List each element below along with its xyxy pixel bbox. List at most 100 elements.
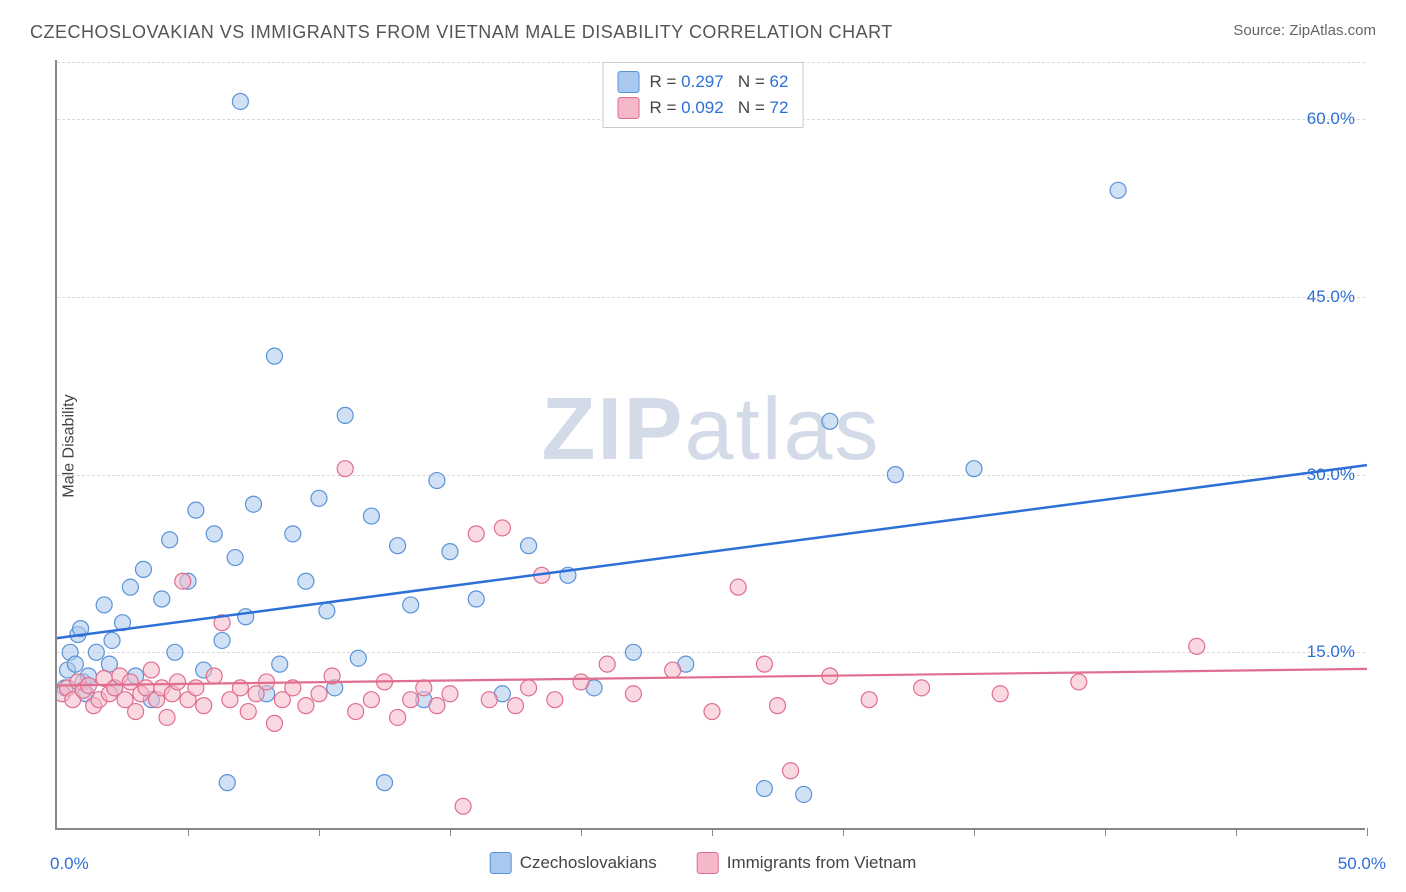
data-point xyxy=(822,413,838,429)
chart-title: CZECHOSLOVAKIAN VS IMMIGRANTS FROM VIETN… xyxy=(30,22,893,43)
data-point xyxy=(246,496,262,512)
data-point xyxy=(508,698,524,714)
data-point xyxy=(143,662,159,678)
data-point xyxy=(175,573,191,589)
x-axis-max-label: 50.0% xyxy=(1338,854,1386,874)
data-point xyxy=(429,698,445,714)
data-point xyxy=(238,609,254,625)
data-point xyxy=(390,538,406,554)
data-point xyxy=(861,692,877,708)
data-point xyxy=(573,674,589,690)
data-point xyxy=(416,680,432,696)
data-point xyxy=(96,597,112,613)
trend-line xyxy=(57,669,1367,686)
data-point xyxy=(547,692,563,708)
data-point xyxy=(521,538,537,554)
data-point xyxy=(135,561,151,577)
data-point xyxy=(966,461,982,477)
data-point xyxy=(730,579,746,595)
data-point xyxy=(206,526,222,542)
x-axis-origin-label: 0.0% xyxy=(50,854,89,874)
data-point xyxy=(266,348,282,364)
data-point xyxy=(285,526,301,542)
source-attribution: Source: ZipAtlas.com xyxy=(1233,22,1376,39)
data-point xyxy=(337,461,353,477)
data-point xyxy=(363,692,379,708)
data-point xyxy=(1189,638,1205,654)
data-point xyxy=(796,786,812,802)
data-point xyxy=(348,704,364,720)
legend-label-vietnam: Immigrants from Vietnam xyxy=(727,853,917,873)
data-point xyxy=(494,520,510,536)
data-point xyxy=(390,709,406,725)
data-point xyxy=(442,686,458,702)
data-point xyxy=(377,775,393,791)
data-point xyxy=(442,544,458,560)
swatch-vietnam xyxy=(697,852,719,874)
bottom-legend: Czechoslovakians Immigrants from Vietnam xyxy=(490,852,917,874)
data-point xyxy=(122,579,138,595)
data-point xyxy=(468,526,484,542)
data-point xyxy=(272,656,288,672)
data-point xyxy=(227,550,243,566)
data-point xyxy=(481,692,497,708)
data-point xyxy=(914,680,930,696)
data-point xyxy=(468,591,484,607)
trend-line xyxy=(57,465,1367,638)
data-point xyxy=(162,532,178,548)
data-point xyxy=(1110,182,1126,198)
data-point xyxy=(188,502,204,518)
data-point xyxy=(159,709,175,725)
data-point xyxy=(266,715,282,731)
data-point xyxy=(403,597,419,613)
data-point xyxy=(298,573,314,589)
stats-swatch xyxy=(618,71,640,93)
data-point xyxy=(599,656,615,672)
data-point xyxy=(311,686,327,702)
data-point xyxy=(665,662,681,678)
data-point xyxy=(770,698,786,714)
source-link[interactable]: ZipAtlas.com xyxy=(1289,22,1376,39)
data-point xyxy=(196,698,212,714)
stats-text: R = 0.092 N = 72 xyxy=(650,98,789,118)
data-point xyxy=(625,686,641,702)
data-point xyxy=(403,692,419,708)
data-point xyxy=(319,603,335,619)
data-point xyxy=(350,650,366,666)
data-point xyxy=(170,674,186,690)
data-point xyxy=(154,591,170,607)
data-point xyxy=(67,656,83,672)
data-point xyxy=(337,407,353,423)
data-point xyxy=(298,698,314,714)
legend-item-vietnam: Immigrants from Vietnam xyxy=(697,852,917,874)
data-point xyxy=(455,798,471,814)
data-point xyxy=(429,473,445,489)
data-point xyxy=(214,632,230,648)
stats-swatch xyxy=(618,97,640,119)
legend-label-czechoslovakians: Czechoslovakians xyxy=(520,853,657,873)
data-point xyxy=(783,763,799,779)
swatch-czechoslovakians xyxy=(490,852,512,874)
data-point xyxy=(756,656,772,672)
data-point xyxy=(1071,674,1087,690)
data-point xyxy=(363,508,379,524)
data-point xyxy=(232,93,248,109)
data-point xyxy=(188,680,204,696)
data-point xyxy=(128,704,144,720)
stats-row: R = 0.092 N = 72 xyxy=(618,95,789,121)
data-point xyxy=(887,467,903,483)
data-point xyxy=(88,644,104,660)
data-point xyxy=(756,781,772,797)
data-point xyxy=(521,680,537,696)
stats-legend-box: R = 0.297 N = 62 R = 0.092 N = 72 xyxy=(603,62,804,128)
stats-text: R = 0.297 N = 62 xyxy=(650,72,789,92)
x-tick xyxy=(1367,828,1368,836)
data-point xyxy=(219,775,235,791)
stats-row: R = 0.297 N = 62 xyxy=(618,69,789,95)
legend-item-czechoslovakians: Czechoslovakians xyxy=(490,852,657,874)
data-point xyxy=(240,704,256,720)
data-point xyxy=(704,704,720,720)
source-prefix: Source: xyxy=(1233,22,1289,39)
plot-area: ZIPatlas 15.0%30.0%45.0%60.0% xyxy=(55,60,1365,830)
scatter-svg xyxy=(57,60,1367,830)
